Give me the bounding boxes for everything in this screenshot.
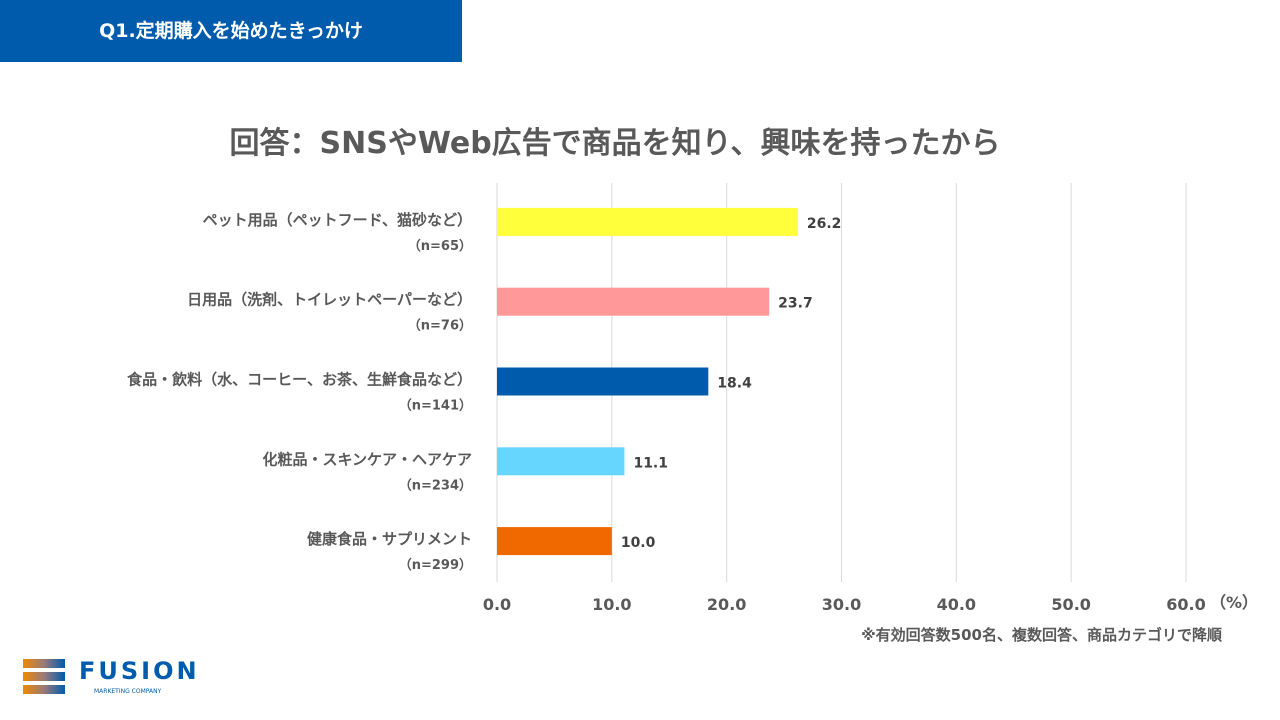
x-tick-label: 0.0 xyxy=(483,595,511,614)
x-unit-label: （%） xyxy=(1210,593,1258,612)
x-tick-label: 40.0 xyxy=(937,595,976,614)
logo-subtext: MARKETING COMPANY xyxy=(94,688,162,695)
category-label: 日用品（洗剤、トイレットペーパーなど） xyxy=(187,291,472,309)
data-label: 23.7 xyxy=(778,296,813,312)
data-label: 10.0 xyxy=(621,535,656,551)
x-tick-label: 60.0 xyxy=(1166,595,1205,614)
chart-title: 回答：SNSやWeb広告で商品を知り、興味を持ったから xyxy=(229,126,1001,161)
category-label: 化粧品・スキンケア・ヘアケア xyxy=(262,450,472,468)
x-tick-label: 20.0 xyxy=(707,595,746,614)
category-label: 健康食品・サプリメント xyxy=(307,530,472,548)
sample-size-label: （n=141） xyxy=(399,398,472,414)
sample-size-label: （n=76） xyxy=(408,318,472,334)
category-label: 食品・飲料（水、コーヒー、お茶、生鮮食品など） xyxy=(127,371,472,389)
fusion-logo: FUSION MARKETING COMPANY xyxy=(23,657,197,698)
sample-size-label: （n=234） xyxy=(399,477,472,493)
data-label: 18.4 xyxy=(717,376,752,392)
category-label: ペット用品（ペットフード、猫砂など） xyxy=(203,211,472,229)
x-tick-label: 10.0 xyxy=(592,595,631,614)
data-label: 26.2 xyxy=(807,216,842,232)
data-label: 11.1 xyxy=(633,455,668,471)
logo-text: FUSION xyxy=(79,657,200,685)
bar xyxy=(497,287,770,316)
bar xyxy=(497,447,625,476)
bar xyxy=(497,367,709,396)
x-tick-label: 30.0 xyxy=(822,595,861,614)
sample-size-label: （n=299） xyxy=(399,557,472,573)
footnote: ※有効回答数500名、複数回答、商品カテゴリで降順 xyxy=(861,626,1222,644)
bar xyxy=(497,207,798,236)
sample-size-label: （n=65） xyxy=(408,238,472,254)
bar xyxy=(497,527,612,556)
question-header: Q1.定期購入を始めたきっかけ xyxy=(0,0,462,62)
x-tick-label: 50.0 xyxy=(1051,595,1090,614)
